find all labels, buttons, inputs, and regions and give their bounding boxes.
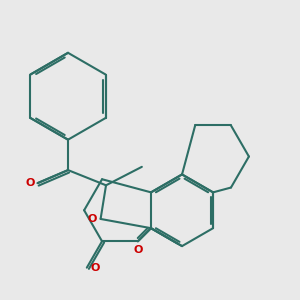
Text: O: O: [133, 245, 142, 255]
Text: O: O: [91, 263, 100, 273]
Text: O: O: [26, 178, 35, 188]
Text: O: O: [88, 214, 97, 224]
